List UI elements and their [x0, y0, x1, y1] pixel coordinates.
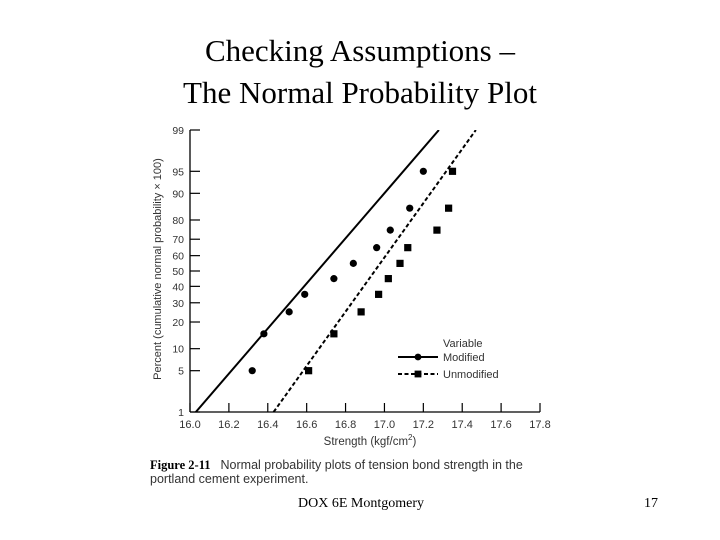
y-tick-label: 99	[172, 125, 184, 137]
data-point-unmodified	[448, 167, 457, 175]
x-tick-label: 17.6	[490, 419, 511, 431]
x-tick-label: 17.0	[374, 419, 395, 431]
data-point-modified	[406, 204, 414, 212]
y-tick-label: 40	[172, 281, 184, 293]
data-point-modified	[419, 167, 427, 175]
y-tick-label: 70	[172, 234, 184, 246]
data-point-unmodified	[384, 275, 392, 283]
data-point-modified	[349, 259, 357, 267]
legend-label-unmodified: Unmodified	[443, 369, 499, 381]
x-axis-title-superscript: 2	[408, 433, 413, 442]
y-tick-label: 30	[172, 298, 184, 310]
y-tick-label: 20	[172, 317, 184, 329]
data-point-unmodified	[433, 226, 441, 234]
y-tick-label: 10	[172, 344, 184, 356]
data-point-modified	[285, 308, 293, 316]
slide-title-line-1: Checking Assumptions –	[204, 33, 515, 68]
data-point-unmodified	[330, 330, 338, 338]
x-axis-title-end: )	[412, 436, 416, 448]
y-axis-title: Percent (cumulative normal probability ×…	[152, 158, 164, 380]
x-axis-title-main: Strength (kgf/cm	[324, 436, 408, 448]
y-tick-label: 95	[172, 166, 184, 178]
x-tick-label: 16.8	[335, 419, 356, 431]
data-point-modified	[386, 226, 394, 234]
data-point-modified	[248, 367, 256, 375]
data-point-unmodified	[357, 308, 365, 316]
legend-label-modified: Modified	[443, 352, 485, 364]
legend-title: Variable	[443, 338, 483, 350]
data-point-unmodified	[396, 259, 404, 267]
x-tick-label: 17.4	[452, 419, 473, 431]
page-number: 17	[644, 496, 658, 511]
data-point-unmodified	[375, 290, 383, 298]
y-tick-label: 1	[178, 407, 184, 419]
data-point-unmodified	[404, 244, 412, 252]
legend: Variable Modified Unmodified	[398, 338, 499, 381]
x-tick-label: 16.0	[179, 419, 200, 431]
figure-caption-text: Normal probability plots of tension bond…	[150, 458, 523, 486]
data-point-modified	[330, 275, 338, 283]
data-point-modified	[373, 244, 381, 252]
figure-caption-label: Figure 2-11	[150, 458, 211, 472]
y-tick-label: 5	[178, 366, 184, 378]
slide-title: Checking Assumptions – The Normal Probab…	[0, 30, 720, 114]
x-axis-title: Strength (kgf/cm2)	[324, 433, 417, 448]
figure-caption: Figure 2-11 Normal probability plots of t…	[150, 458, 560, 486]
data-point-unmodified	[305, 367, 313, 375]
data-point-modified	[260, 330, 268, 338]
fit-line-modified	[195, 130, 440, 412]
data-point-modified	[301, 290, 309, 298]
fit-line-unmodified	[272, 130, 477, 412]
x-tick-label: 16.2	[218, 419, 239, 431]
legend-marker-modified	[414, 353, 422, 361]
y-tick-label: 90	[172, 188, 184, 200]
x-tick-label: 16.6	[296, 419, 317, 431]
y-tick-label: 80	[172, 215, 184, 227]
footer-text: DOX 6E Montgomery	[298, 496, 424, 511]
data-point-unmodified	[445, 204, 453, 212]
x-tick-label: 17.8	[529, 419, 550, 431]
slide-title-line-2: The Normal Probability Plot	[183, 75, 537, 110]
x-tick-label: 17.2	[413, 419, 434, 431]
y-tick-label: 50	[172, 266, 184, 278]
x-tick-label: 16.4	[257, 419, 278, 431]
y-tick-label: 60	[172, 251, 184, 263]
legend-marker-unmodified	[414, 370, 422, 378]
